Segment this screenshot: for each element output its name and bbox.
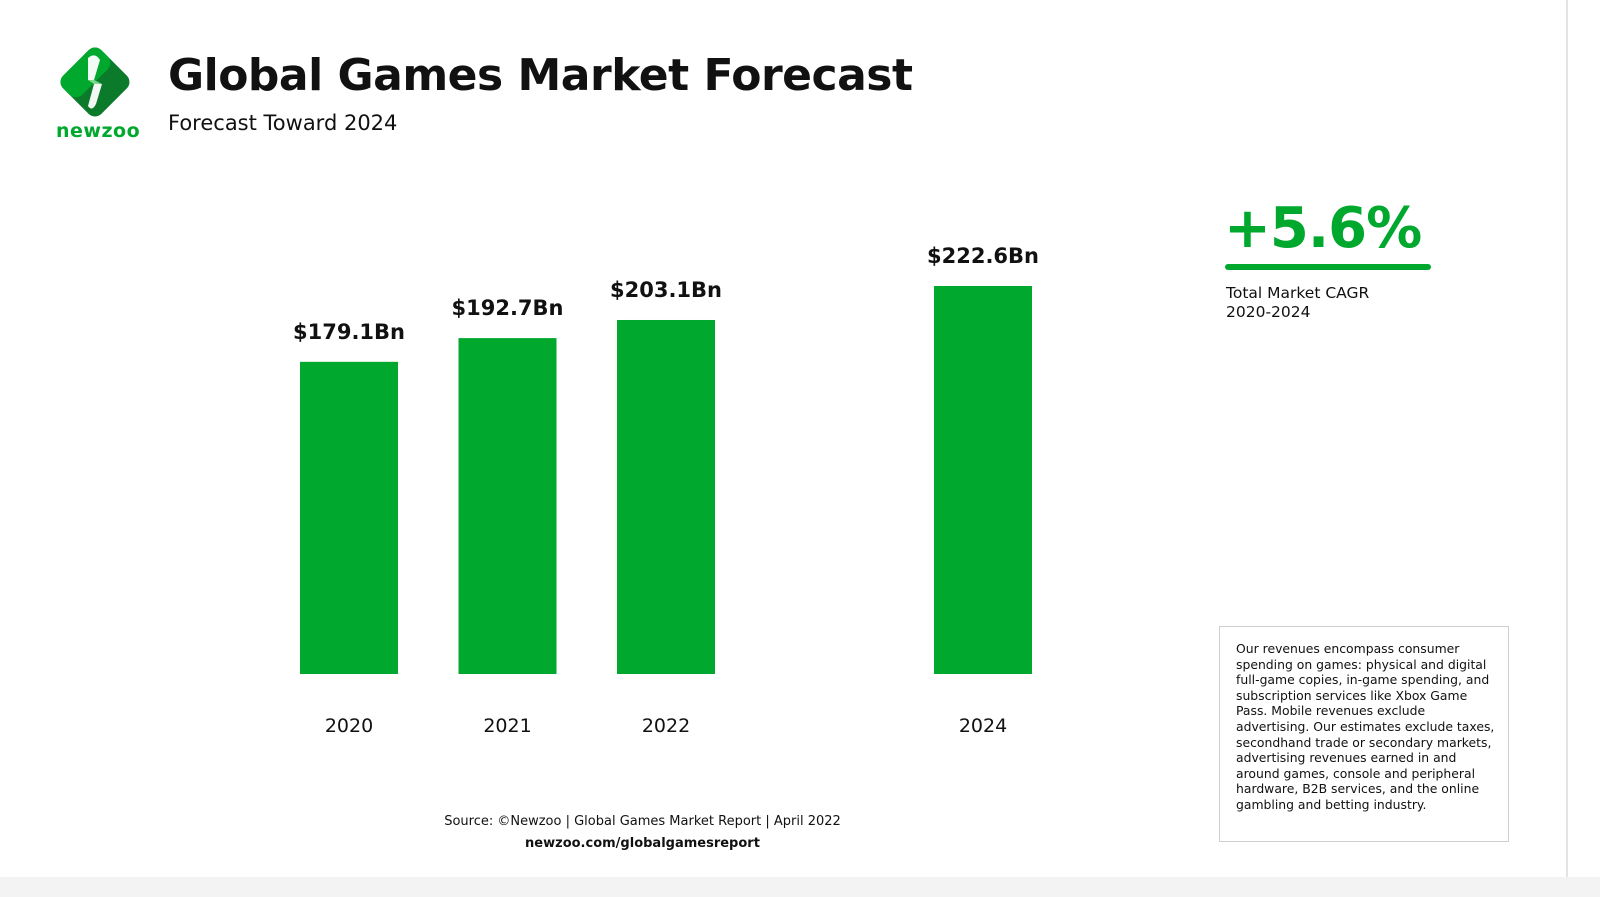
cagr-value: +5.6%	[1224, 196, 1422, 261]
data-label-2020: $179.1Bn	[293, 320, 405, 344]
methodology-note: Our revenues encompass consumer spending…	[1219, 626, 1509, 842]
page-title: Global Games Market Forecast	[168, 50, 913, 101]
newzoo-logo-icon	[60, 47, 130, 117]
page-subtitle: Forecast Toward 2024	[168, 111, 398, 135]
x-tick-label-2021: 2021	[483, 715, 531, 737]
bar-2022	[617, 319, 715, 674]
cagr-label: Total Market CAGR 2020-2024	[1226, 284, 1446, 322]
x-tick-label-2024: 2024	[959, 715, 1007, 737]
data-label-2024: $222.6Bn	[927, 244, 1039, 268]
cagr-label-line1: Total Market CAGR	[1226, 284, 1370, 302]
bottom-edge-border	[0, 877, 1600, 897]
data-label-2021: $192.7Bn	[452, 296, 564, 320]
bar-chart: $179.1Bn 2020 $192.7Bn 2021 $203.1Bn 2022 $222…	[293, 244, 1039, 737]
right-edge-border	[1566, 0, 1568, 897]
cagr-label-line2: 2020-2024	[1226, 303, 1311, 321]
data-label-2022: $203.1Bn	[610, 278, 722, 302]
source-text: Source: ©Newzoo | Global Games Market Re…	[444, 814, 841, 829]
bar-2020	[300, 361, 398, 674]
x-tick-label-2022: 2022	[642, 715, 690, 737]
logo-text: newzoo	[56, 120, 141, 142]
bar-2021	[458, 338, 557, 674]
bar-2024	[934, 286, 1032, 674]
x-tick-label-2020: 2020	[325, 715, 373, 737]
cagr-underline	[1225, 264, 1431, 270]
report-url: newzoo.com/globalgamesreport	[525, 836, 760, 851]
